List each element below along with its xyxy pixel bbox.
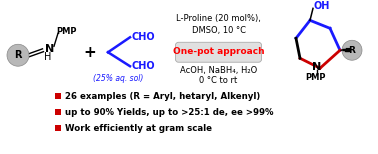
Text: H: H	[44, 52, 51, 62]
Bar	[55, 93, 60, 99]
Text: R: R	[14, 50, 22, 60]
Circle shape	[7, 44, 29, 66]
Text: CHO: CHO	[132, 61, 156, 71]
Text: DMSO, 10 °C: DMSO, 10 °C	[192, 26, 245, 35]
Text: OH: OH	[314, 1, 330, 11]
Circle shape	[342, 40, 362, 60]
Text: +: +	[84, 45, 96, 60]
Text: L-Proline (20 mol%),: L-Proline (20 mol%),	[176, 14, 261, 23]
Text: PMP: PMP	[306, 73, 326, 82]
Bar	[55, 125, 60, 131]
Text: CHO: CHO	[132, 32, 156, 42]
Text: up to 90% Yields, up to >25:1 de, ee >99%: up to 90% Yields, up to >25:1 de, ee >99…	[65, 108, 274, 117]
Text: One-pot approach: One-pot approach	[173, 47, 264, 56]
Text: R: R	[349, 46, 355, 55]
Text: Work efficiently at gram scale: Work efficiently at gram scale	[65, 124, 212, 133]
Bar	[55, 109, 60, 115]
Text: 26 examples (R = Aryl, hetaryl, Alkenyl): 26 examples (R = Aryl, hetaryl, Alkenyl)	[65, 92, 260, 101]
FancyBboxPatch shape	[175, 42, 262, 62]
Text: PMP: PMP	[56, 27, 76, 36]
Text: 0 °C to rt: 0 °C to rt	[199, 76, 238, 85]
Text: AcOH, NaBH₄, H₂O: AcOH, NaBH₄, H₂O	[180, 66, 257, 75]
Text: N: N	[45, 44, 54, 54]
Text: (25% aq. sol): (25% aq. sol)	[93, 74, 143, 83]
Text: N: N	[312, 62, 322, 72]
